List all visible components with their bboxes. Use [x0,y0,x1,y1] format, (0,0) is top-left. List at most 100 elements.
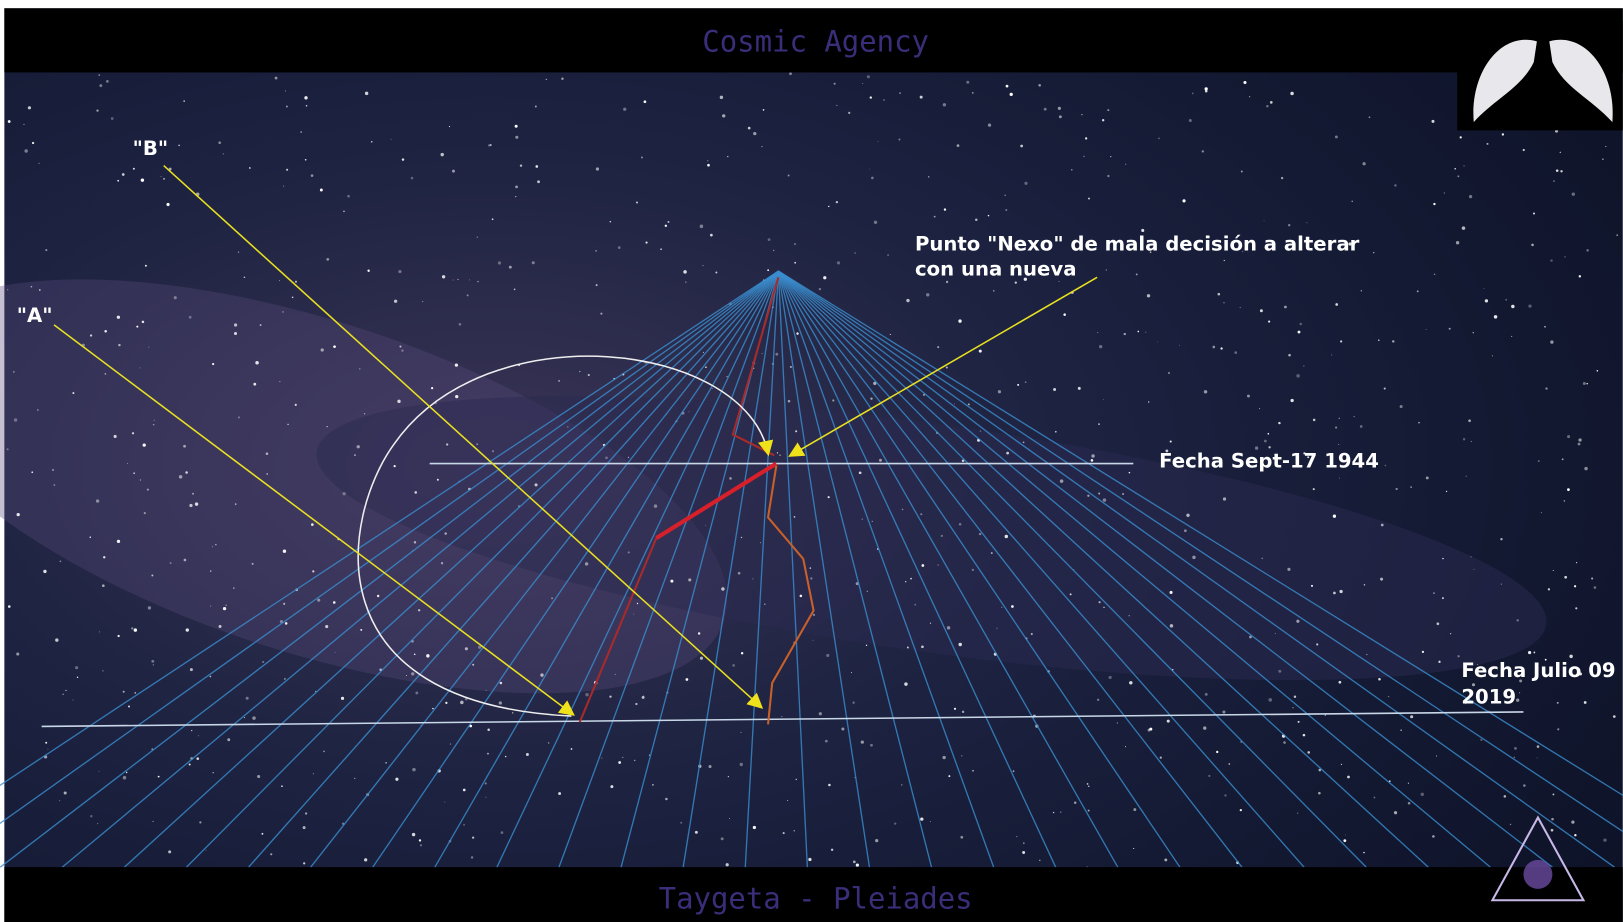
star [1179,345,1180,346]
nexo-note: Punto "Nexo" de mala decisión a alterar [915,232,1360,255]
star [1249,96,1250,97]
star [1260,309,1263,312]
star [343,210,345,212]
star [872,521,873,522]
star [411,177,414,180]
star [1313,419,1316,422]
star [1106,269,1107,270]
star [828,496,830,498]
star [1059,115,1062,118]
star [1450,633,1451,634]
star [1091,454,1094,457]
star [859,471,862,474]
star [790,366,792,368]
star [233,587,234,588]
star [800,595,803,598]
star [1444,193,1445,194]
star [1551,818,1554,821]
star [1264,220,1265,221]
star [398,270,401,273]
star [90,334,92,336]
star [721,587,724,590]
star [13,371,15,373]
star [1449,328,1451,330]
star [286,105,288,107]
star [1339,590,1342,593]
star [1020,145,1023,148]
star [761,353,762,354]
star [641,156,643,158]
star [686,678,689,681]
star [1388,696,1389,697]
star [1296,620,1299,623]
star [1087,495,1089,497]
star [1341,764,1342,765]
star [946,281,948,283]
star [90,815,92,817]
star [364,858,367,861]
star [90,536,91,537]
star [1053,812,1054,813]
star [1004,195,1005,196]
star [1426,476,1429,479]
star [354,778,355,779]
star [252,716,255,719]
star [930,821,931,822]
star [1567,435,1570,438]
star [920,513,922,515]
label-b: "B" [133,137,168,160]
star [910,578,912,580]
star [1306,222,1307,223]
star [210,606,211,607]
star [610,785,613,788]
star [1017,384,1019,386]
star [748,127,751,130]
star [779,454,780,455]
star [665,798,668,801]
star [1129,681,1132,684]
star [1083,156,1085,158]
star [738,572,741,575]
star [794,262,796,264]
star [1299,323,1302,326]
star [702,265,703,266]
star [283,186,284,187]
star [1268,433,1270,435]
star [914,604,916,606]
page: {"header": {"title": "Cosmic Agency"}, "… [0,0,1623,922]
star [1584,467,1587,470]
star [153,424,155,426]
star [610,221,611,222]
star [1339,478,1340,479]
star [794,830,795,831]
star [1010,93,1013,96]
star [535,165,538,168]
star [62,694,63,695]
star [997,628,998,629]
star [8,605,11,608]
star [441,562,443,564]
star [492,450,494,452]
star [1340,340,1342,342]
star [870,744,873,747]
star [415,691,418,694]
star [968,403,970,405]
star [1339,681,1342,684]
star [828,206,829,207]
star [1333,592,1336,595]
star [1160,757,1162,759]
star [1085,137,1087,139]
star [767,269,769,271]
star [1224,260,1225,261]
star [960,836,963,839]
star [628,457,629,458]
star [311,174,314,177]
star [1361,290,1362,291]
star [904,682,907,685]
star [1170,440,1172,442]
star [1268,698,1271,701]
star [1422,651,1424,653]
star [1223,497,1226,500]
star [1492,355,1493,356]
star [183,100,184,101]
